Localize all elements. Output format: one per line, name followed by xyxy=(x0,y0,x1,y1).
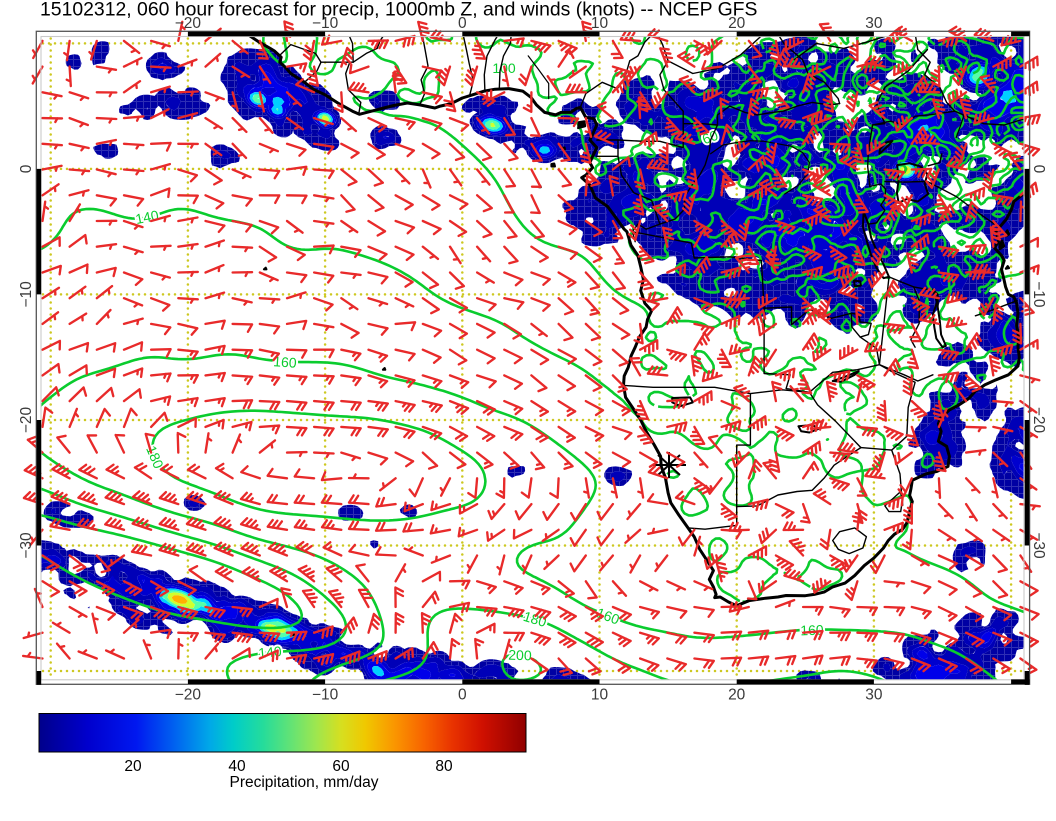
svg-text:−30: −30 xyxy=(18,532,35,559)
svg-text:15102312, 060 hour forecast fo: 15102312, 060 hour forecast for precip, … xyxy=(40,0,758,21)
svg-text:0: 0 xyxy=(458,687,467,704)
svg-text:200: 200 xyxy=(508,647,532,664)
svg-text:−10: −10 xyxy=(312,687,339,704)
svg-text:160: 160 xyxy=(273,353,298,371)
svg-text:20: 20 xyxy=(728,15,746,32)
svg-text:0: 0 xyxy=(458,15,467,32)
svg-text:−30: −30 xyxy=(1030,532,1047,559)
svg-text:−20: −20 xyxy=(1030,407,1047,434)
svg-text:−10: −10 xyxy=(312,15,339,32)
svg-text:60: 60 xyxy=(332,758,350,775)
svg-text:−20: −20 xyxy=(175,15,202,32)
svg-text:−10: −10 xyxy=(18,281,35,308)
svg-text:0: 0 xyxy=(1030,165,1047,174)
svg-text:10: 10 xyxy=(591,687,609,704)
svg-text:40: 40 xyxy=(228,758,246,775)
svg-text:80: 80 xyxy=(435,758,453,775)
svg-text:20: 20 xyxy=(728,687,746,704)
svg-text:−20: −20 xyxy=(175,687,202,704)
svg-text:−10: −10 xyxy=(1030,281,1047,308)
svg-text:−20: −20 xyxy=(18,406,35,433)
svg-text:160: 160 xyxy=(800,622,824,639)
svg-text:30: 30 xyxy=(865,687,883,704)
svg-text:Precipitation, mm/day: Precipitation, mm/day xyxy=(229,774,378,791)
svg-text:20: 20 xyxy=(124,758,142,775)
svg-text:30: 30 xyxy=(865,15,883,32)
svg-text:10: 10 xyxy=(591,15,609,32)
svg-text:0: 0 xyxy=(18,164,35,173)
